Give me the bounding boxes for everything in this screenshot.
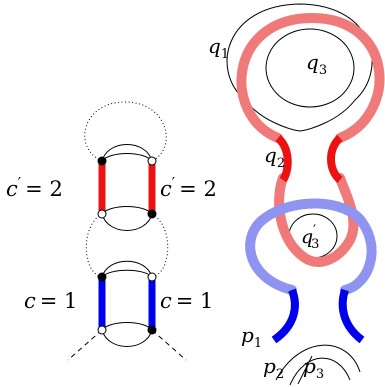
c-prime-left-label: c′ = 2 [6,174,63,201]
vertex-open [147,156,157,166]
vertex-open [97,325,107,335]
vertex-open [97,209,107,219]
blue-right-strand [338,288,365,344]
light-red-ring [236,12,385,143]
middle-dotted-loop [85,213,169,278]
vertex-open [147,272,157,282]
top-lower-outer-arc [101,213,153,231]
left-dashed-leg [67,329,103,361]
bottom-upper-inner-arc [101,269,153,278]
vertex-filled [147,325,157,335]
q1-label: q1 [208,34,229,62]
bottom-upper-outer-arc [101,260,153,278]
red-right-strand [327,134,343,184]
top-upper-outer-arc [101,144,153,162]
q1-region-outline [226,3,373,132]
p2-label: p2 [263,354,284,382]
red-left-strand [275,134,292,183]
c-left-label: c = 1 [24,289,77,313]
c-prime-right-label: c′ = 2 [160,174,217,201]
light-blue-ring [245,198,377,295]
vertex-filled [97,156,107,166]
bottom-lower-outer-arc [101,329,153,347]
p-region-divider [297,355,313,385]
q3-prime-label: q′ 3 [301,223,319,252]
top-dotted-loop [84,101,167,162]
p3-label: p3 [303,354,324,382]
right-diagram: q1 q3 q2 q′ 3 p1 p2 p3 [208,3,385,386]
p-region-inner-arc [289,357,351,386]
vertex-filled [97,272,107,282]
bottom-lower-inner-arc [101,322,153,331]
top-upper-inner-arc [101,153,153,162]
q3-region-outline [265,28,355,108]
right-dashed-leg [151,329,187,361]
left-diagram: c′ = 2 c′ = 2 c = 1 c = 1 [6,101,217,361]
q2-label: q2 [264,143,285,171]
vertex-filled [147,209,157,219]
p-region-outer-arc [275,344,361,381]
blue-left-strand [271,288,299,344]
c-right-label: c = 1 [160,289,213,313]
q3-label: q3 [306,50,327,78]
top-lower-inner-arc [101,206,153,215]
p1-label: p1 [241,323,262,351]
